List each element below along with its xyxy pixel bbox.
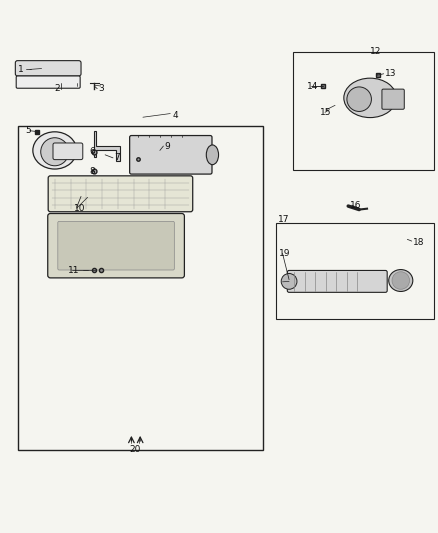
FancyBboxPatch shape xyxy=(58,221,174,270)
FancyBboxPatch shape xyxy=(48,176,193,212)
Bar xyxy=(18,126,263,450)
FancyBboxPatch shape xyxy=(48,214,184,278)
FancyBboxPatch shape xyxy=(287,270,387,292)
Text: 5: 5 xyxy=(25,126,31,135)
Text: 13: 13 xyxy=(385,69,396,78)
Text: 20: 20 xyxy=(129,445,141,454)
Text: 14: 14 xyxy=(307,82,318,91)
Text: 11: 11 xyxy=(68,265,79,274)
Text: 4: 4 xyxy=(173,111,179,120)
Text: 19: 19 xyxy=(279,249,291,258)
Bar xyxy=(293,52,434,170)
Text: 7: 7 xyxy=(114,154,120,163)
Text: 3: 3 xyxy=(99,84,104,93)
Text: 8: 8 xyxy=(90,166,95,175)
Text: 2: 2 xyxy=(55,84,60,93)
FancyBboxPatch shape xyxy=(382,89,404,109)
Circle shape xyxy=(41,138,69,166)
Polygon shape xyxy=(94,131,120,161)
Circle shape xyxy=(392,272,410,289)
Ellipse shape xyxy=(389,270,413,292)
Text: 6: 6 xyxy=(90,147,95,156)
Ellipse shape xyxy=(344,78,396,118)
Circle shape xyxy=(347,87,371,111)
FancyBboxPatch shape xyxy=(16,76,80,88)
Text: 16: 16 xyxy=(350,201,362,209)
Text: 1: 1 xyxy=(18,65,23,74)
Text: 17: 17 xyxy=(278,215,290,224)
Ellipse shape xyxy=(206,145,219,165)
Circle shape xyxy=(281,273,297,289)
Ellipse shape xyxy=(33,132,77,169)
Text: 10: 10 xyxy=(74,204,85,213)
Bar xyxy=(276,223,434,319)
Text: 18: 18 xyxy=(413,238,424,247)
Text: 15: 15 xyxy=(320,108,331,117)
FancyBboxPatch shape xyxy=(15,61,81,76)
FancyBboxPatch shape xyxy=(53,143,83,159)
Text: 9: 9 xyxy=(164,142,170,150)
FancyBboxPatch shape xyxy=(130,135,212,174)
Text: 12: 12 xyxy=(370,46,381,55)
